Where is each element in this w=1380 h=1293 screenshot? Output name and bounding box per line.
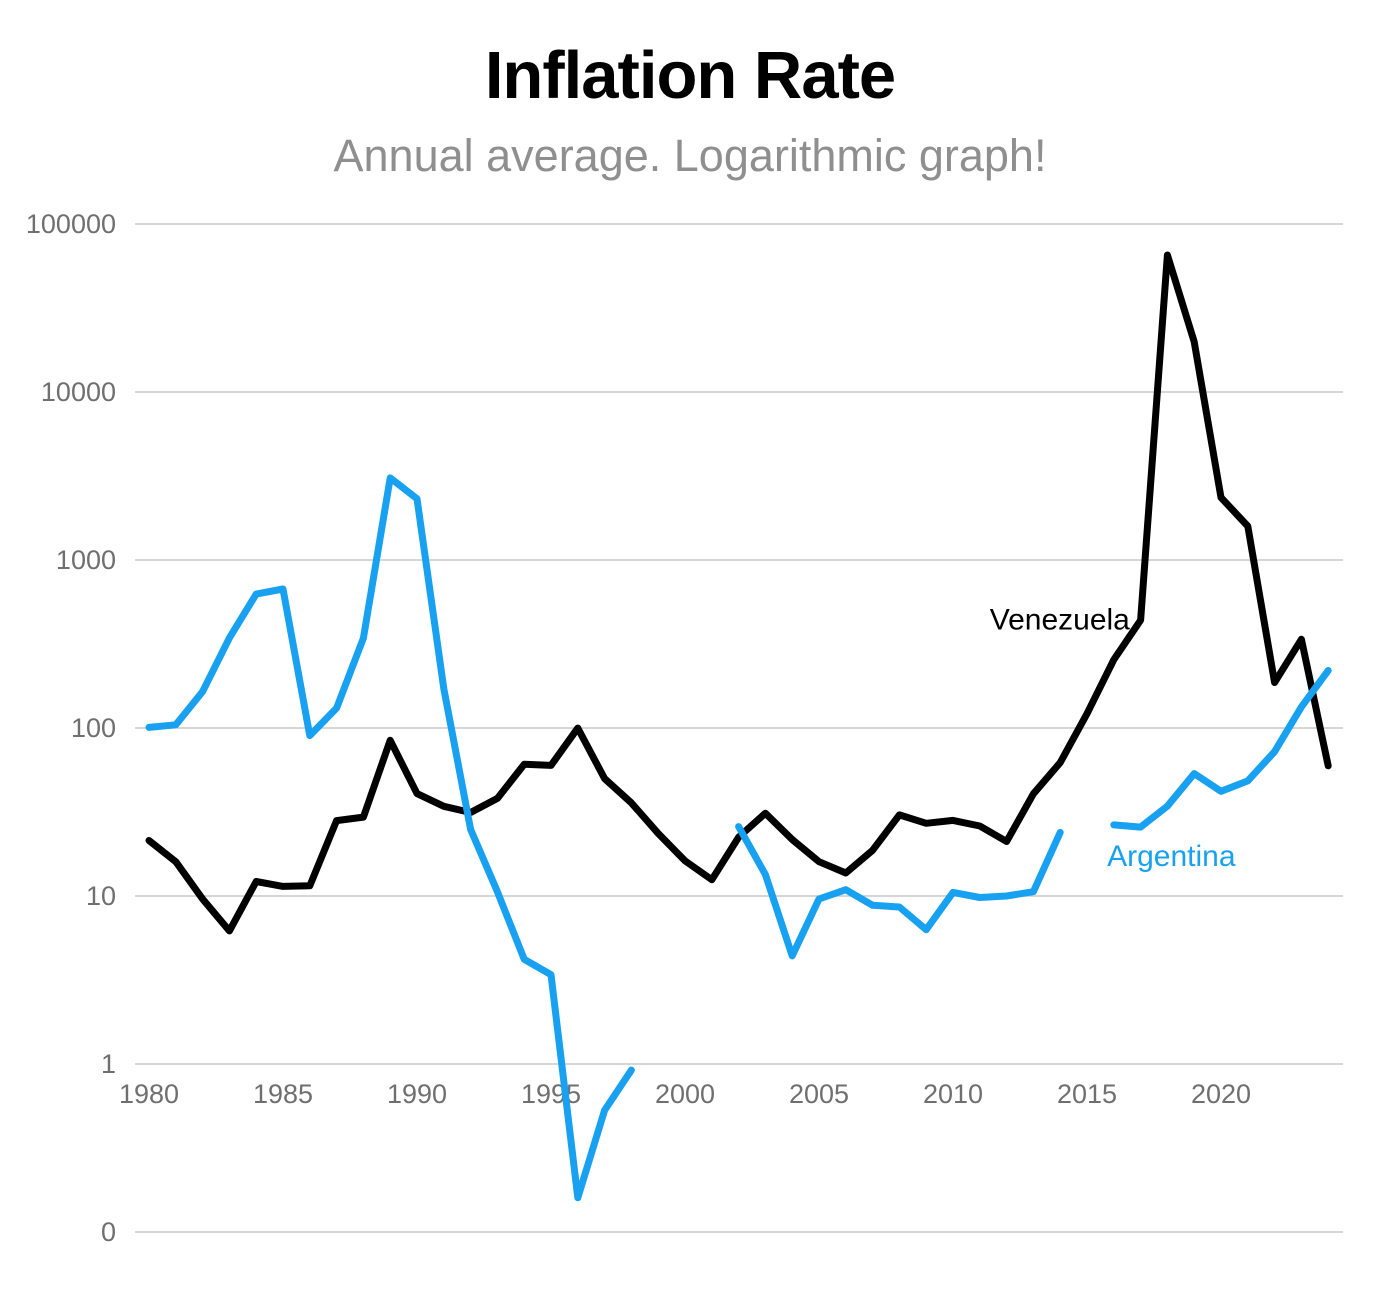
series-line-venezuela xyxy=(145,251,1332,935)
x-tick-label-1980: 1980 xyxy=(119,1079,179,1109)
y-tick-label-100: 100 xyxy=(71,713,116,743)
y-tick-label-10: 10 xyxy=(86,881,116,911)
y-tick-label-100000: 100000 xyxy=(26,209,116,239)
chart-title: Inflation Rate xyxy=(484,38,896,113)
x-tick-label-1995: 1995 xyxy=(521,1079,581,1109)
y-tick-label-1: 1 xyxy=(101,1049,116,1079)
x-tick-label-2005: 2005 xyxy=(789,1079,849,1109)
y-tick-label-0: 0 xyxy=(101,1217,116,1247)
x-tick-label-1990: 1990 xyxy=(387,1079,447,1109)
series-line-argentina-seg2 xyxy=(735,823,1064,960)
x-tick-label-1985: 1985 xyxy=(253,1079,313,1109)
x-tick-label-2000: 2000 xyxy=(655,1079,715,1109)
chart-subtitle: Annual average. Logarithmic graph! xyxy=(333,130,1047,181)
series-line-argentina-seg3 xyxy=(1110,667,1332,831)
x-tick-label-2020: 2020 xyxy=(1191,1079,1251,1109)
series-label-argentina: Argentina xyxy=(1107,840,1236,873)
y-tick-label-1000: 1000 xyxy=(56,545,116,575)
y-tick-label-10000: 10000 xyxy=(41,377,116,407)
x-tick-label-2010: 2010 xyxy=(923,1079,983,1109)
series-line-argentina-seg1 xyxy=(145,474,635,1202)
series-label-venezuela: Venezuela xyxy=(990,603,1130,636)
x-tick-label-2015: 2015 xyxy=(1057,1079,1117,1109)
